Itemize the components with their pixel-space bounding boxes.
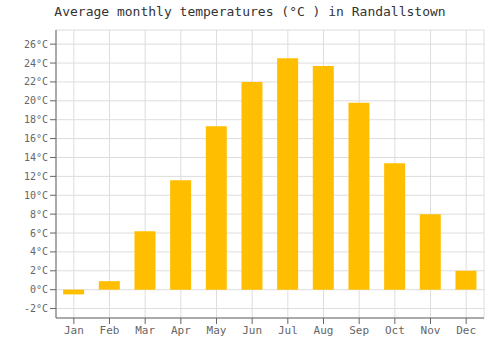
svg-text:4°C: 4°C <box>30 246 48 257</box>
svg-text:24°C: 24°C <box>24 58 48 69</box>
svg-text:26°C: 26°C <box>24 39 48 50</box>
svg-text:22°C: 22°C <box>24 76 48 87</box>
svg-text:Jul: Jul <box>278 324 298 337</box>
svg-text:6°C: 6°C <box>30 228 48 239</box>
svg-text:0°C: 0°C <box>30 284 48 295</box>
svg-text:8°C: 8°C <box>30 209 48 220</box>
svg-text:Jan: Jan <box>64 324 84 337</box>
svg-text:18°C: 18°C <box>24 114 48 125</box>
svg-text:14°C: 14°C <box>24 152 48 163</box>
svg-text:12°C: 12°C <box>24 171 48 182</box>
svg-text:Dec: Dec <box>456 324 476 337</box>
svg-text:20°C: 20°C <box>24 95 48 106</box>
svg-text:10°C: 10°C <box>24 190 48 201</box>
svg-text:Apr: Apr <box>171 324 191 337</box>
svg-text:Mar: Mar <box>135 324 155 337</box>
html-text:Average monthly temperatures (: Average monthly temperatures (°C ) in Ra… <box>54 4 446 19</box>
svg-text:Jun: Jun <box>242 324 262 337</box>
svg-text:Oct: Oct <box>385 324 405 337</box>
svg-text:Aug: Aug <box>314 324 334 337</box>
svg-text:May: May <box>207 324 227 337</box>
svg-text:2°C: 2°C <box>30 265 48 276</box>
svg-text:-2°C: -2°C <box>24 303 48 314</box>
svg-text:Sep: Sep <box>349 324 369 337</box>
svg-text:Feb: Feb <box>100 324 120 337</box>
svg-text:16°C: 16°C <box>24 133 48 144</box>
svg-text:Nov: Nov <box>421 324 441 337</box>
